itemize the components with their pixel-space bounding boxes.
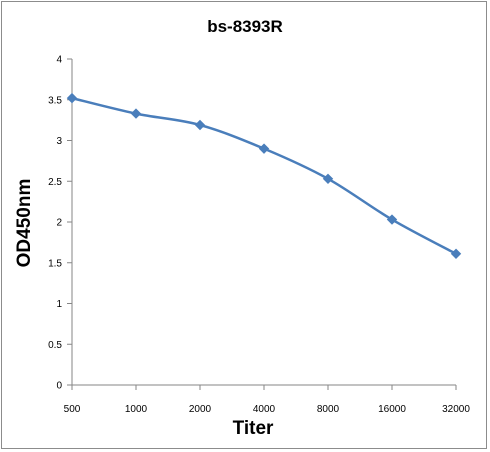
y-tick-label: 0: [56, 381, 62, 392]
x-tick-label: 32000: [442, 404, 470, 415]
data-point-diamond: [194, 119, 206, 131]
y-tick-label: 1.5: [48, 258, 62, 269]
data-point-diamond: [66, 92, 78, 104]
x-tick-label: 1000: [125, 404, 148, 415]
data-point-diamond: [322, 173, 334, 185]
x-tick-label: 8000: [317, 404, 340, 415]
axes: [67, 58, 457, 390]
x-tick-label: 500: [64, 404, 81, 415]
y-tick-label: 0.5: [48, 340, 62, 351]
data-point-diamond: [130, 108, 142, 119]
x-axis-title: Titer: [233, 418, 274, 439]
y-tick-label: 1: [56, 299, 62, 310]
series-line: [71, 96, 457, 255]
y-tick-label: 3.5: [48, 95, 62, 106]
y-tick-label: 3: [56, 136, 62, 147]
data-point-diamond: [386, 214, 398, 225]
series-group: [66, 92, 462, 259]
x-tick-label: 16000: [378, 404, 406, 415]
y-axis-title: OD450nm: [14, 179, 35, 268]
tick-labels: 0 0.5 1 1.5 2 2.5 3 3.5 4 500 1000 2000 4000 8000 1600…: [48, 55, 470, 416]
data-point-diamond: [450, 248, 462, 259]
y-tick-label: 2: [56, 218, 62, 229]
x-tick-label: 4000: [253, 404, 276, 415]
y-tick-label: 2.5: [48, 177, 62, 188]
data-point-diamond: [258, 143, 270, 154]
chart-title: bs-8393R: [207, 17, 283, 36]
x-tick-label: 2000: [189, 404, 212, 415]
y-tick-label: 4: [56, 55, 62, 66]
